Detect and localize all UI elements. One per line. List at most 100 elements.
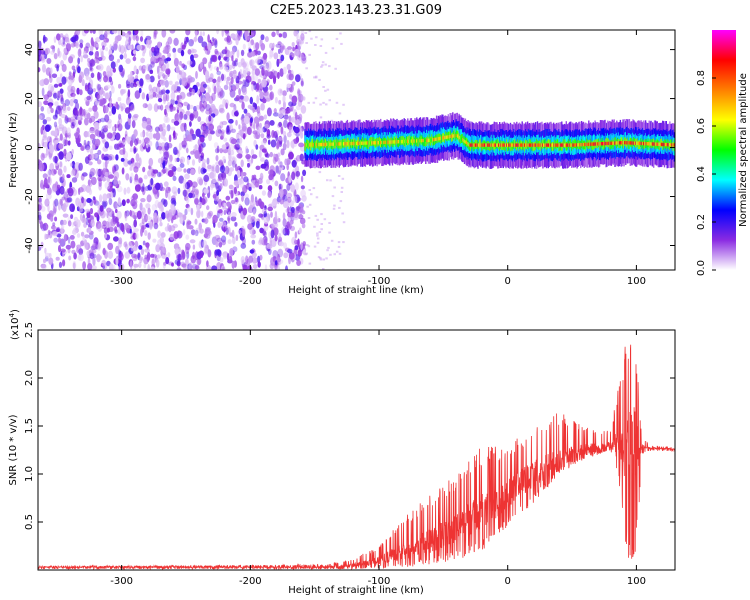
spectrogram-cell [135,153,140,163]
figure-title: C2E5.2023.143.23.31.G09 [270,3,442,18]
spectrogram-cell [171,186,178,194]
spectrogram-cell [240,256,245,264]
spectrogram-cell [217,76,221,83]
spectrogram-cell [235,95,240,101]
spectrogram-cell [271,201,277,207]
spectrogram-cell [211,164,217,172]
spectrogram-cell [230,189,234,199]
spectrogram-cell [111,126,116,132]
spectrogram-cell [258,115,264,122]
spectrogram-cell [141,92,146,100]
spectrogram-cell [211,37,215,42]
spectrogram-cell [48,83,54,92]
spectrogram-cell [255,42,260,51]
spectrogram-cell [40,152,45,161]
spectrogram-cell [75,40,79,49]
spectrogram-cell [58,237,61,244]
spectrogram-cell [157,141,161,147]
spectrogram-cell [247,223,253,230]
spectrogram-cell [103,126,108,131]
spectrogram-cell [63,191,68,200]
spectrogram-cell [202,168,207,174]
spectrogram-cell [125,210,130,217]
spectrogram-cell [299,217,306,225]
spectrogram-cell [264,36,269,43]
spectrogram-cell [96,83,100,91]
spectrogram-cell [181,63,186,69]
spectrogram-cell [328,99,331,102]
spectrogram-cell [78,162,83,171]
spectrogram-cell [96,57,100,64]
spectrogram-cell [167,46,171,52]
spectrogram-cell [305,67,308,70]
spectrogram-cell [43,225,48,230]
spectrogram-cell [333,204,336,207]
spectrogram-cell [279,198,284,205]
spectrogram-cell [62,219,67,226]
spectrogram-cell [153,103,159,113]
spectrogram-cell [287,248,293,254]
spectrogram-cell [251,84,254,92]
spectrogram-cell [315,36,318,39]
spectrogram-cell [221,120,228,126]
spectrogram-cell [278,121,282,128]
spectrogram-cell [58,117,63,126]
spectrogram-cell [340,191,343,193]
spectrogram-cell [156,145,163,151]
spectrogram-cell [86,146,90,153]
spectrogram-cell [230,199,236,205]
spectrogram-cell [199,31,203,39]
spectrogram-cell [215,239,219,248]
spectrogram-cell [266,243,273,250]
spectrogram-cell [241,195,244,202]
spectrogram-cell [249,59,253,69]
spectrogram-cell [204,234,211,240]
spectrogram-cell [206,157,210,165]
spectrogram-cell [142,240,146,246]
spectrogram-cell [278,33,283,38]
spectrogram-cell [278,188,284,198]
spectrogram-cell [234,111,239,117]
spectrogram-cell [106,132,113,139]
spectrogram-cell [187,206,191,212]
spectrogram-cell [335,250,339,253]
spectrogram-cell [274,260,278,266]
spectrogram-cell [286,192,293,199]
spectrogram-cell [118,237,123,245]
spectrogram-cell [240,159,244,168]
y-tick-label: 0 [24,144,35,150]
spectrogram-cell [92,88,96,93]
spectrogram-cell [93,122,100,128]
x-tick-label: -200 [239,576,262,587]
spectrogram-cell [245,197,249,206]
spectrogram-cell [162,49,168,54]
spectrogram-cell [254,178,260,188]
spectrogram-cell [197,116,202,122]
y-tick-label: 2.5 [24,322,35,338]
spectrogram-cell [243,115,250,125]
spectrogram-cell [98,178,102,187]
y-tick-label: 40 [24,43,35,56]
spectrogram-cell [54,156,58,164]
spectrogram-cell [191,48,197,54]
spectrogram-cell [216,205,220,212]
spectrogram-cell [273,52,279,60]
spectrogram-cell [58,124,65,130]
spectrogram-cell [145,73,150,80]
spectrogram-cell [291,159,297,168]
spectrogram-cell [39,221,44,230]
spectrogram-cell [152,169,159,174]
spectrogram-cell [252,264,258,269]
spectrogram-cell [85,73,90,81]
spectrogram-cell [267,139,271,145]
spectrogram-cell [342,103,345,106]
spectrogram-cell [226,35,231,43]
spectrogram-cell [178,142,182,151]
spectrogram-cell [179,156,186,164]
spectrogram-cell [247,265,253,270]
spectrogram-cell [149,221,153,230]
spectrogram-cell [269,120,275,126]
spectrogram-cell [280,126,284,135]
spectrogram-cell [76,244,82,249]
spectrogram-cell [229,255,233,264]
